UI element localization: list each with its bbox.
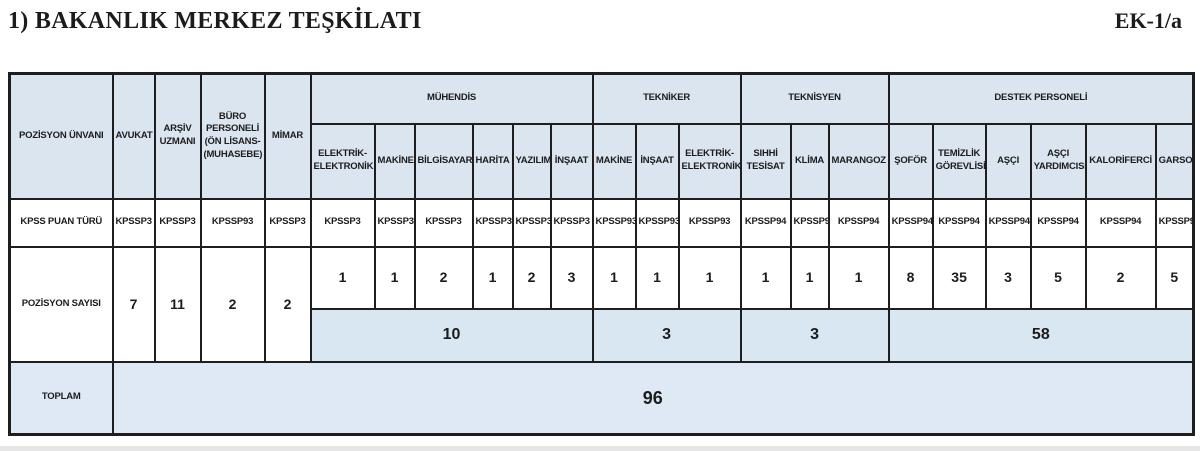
header-mimar: MİMAR: [263, 72, 312, 200]
header-dp-temizlik-gorevlisi: TEMİZLİK GÖREVLİSİ: [931, 122, 987, 200]
kpss-muh-makine: KPSSP3: [373, 197, 416, 248]
kpss-tkn-sihhi-tesisat: KPSSP94: [739, 197, 792, 248]
subtotal-destek-personeli: 58: [887, 307, 1195, 363]
header-tek-makine: MAKİNE: [591, 122, 637, 200]
kpss-dp-asci: KPSSP94: [984, 197, 1032, 248]
row-label-pozisyon-sayisi: POZİSYON SAYISI: [8, 245, 114, 363]
header-dp-sofor: ŞOFÖR: [887, 122, 934, 200]
header-muh-makine: MAKİNE: [373, 122, 416, 200]
header-avukat: AVUKAT: [111, 72, 156, 200]
count-avukat: 7: [111, 245, 156, 363]
header-muh-elektrik-elektronik: ELEKTRİK-ELEKTRONİK: [309, 122, 376, 200]
kpss-tkn-klima: KPSSP94: [789, 197, 830, 248]
kpss-muh-bilgisayar: KPSSP3: [413, 197, 474, 248]
group-header-muhendis: MÜHENDİS: [309, 72, 594, 125]
count-dp-asci: 3: [984, 245, 1032, 310]
count-buro-personeli: 2: [199, 245, 266, 363]
kpss-mimar: KPSSP3: [263, 197, 312, 248]
kpss-tek-makine: KPSSP93: [591, 197, 637, 248]
count-tek-elektrik-elektronik: 1: [677, 245, 742, 310]
header-buro-personeli: BÜRO PERSONELİ (ÖN LİSANS- (MUHASEBE): [199, 72, 266, 200]
row-label-kpss-puan-turu: KPSS PUAN TÜRÜ: [8, 197, 114, 248]
count-dp-sofor: 8: [887, 245, 934, 310]
count-muh-makine: 1: [373, 245, 416, 310]
row-label-toplam: TOPLAM: [8, 360, 114, 436]
kpss-dp-sofor: KPSSP94: [887, 197, 934, 248]
kpss-dp-garson: KPSSP94: [1154, 197, 1195, 248]
kpss-buro-personeli: KPSSP93: [199, 197, 266, 248]
count-dp-kaloriferci: 2: [1084, 245, 1157, 310]
kpss-muh-harita: KPSSP3: [471, 197, 514, 248]
header-muh-harita: HARİTA: [471, 122, 514, 200]
count-tkn-marangoz: 1: [827, 245, 890, 310]
header-dp-garson: GARSON: [1154, 122, 1195, 200]
header-tek-elektrik-elektronik: ELEKTRİK-ELEKTRONİK: [677, 122, 742, 200]
count-muh-harita: 1: [471, 245, 514, 310]
count-tek-insaat: 1: [634, 245, 680, 310]
group-header-teknisyen: TEKNİSYEN: [739, 72, 890, 125]
kpss-dp-asci-yardimcisi: KPSSP94: [1029, 197, 1087, 248]
group-header-tekniker: TEKNİKER: [591, 72, 742, 125]
header-tkn-sihhi-tesisat: SIHHİ TESİSAT: [739, 122, 792, 200]
header-tek-insaat: İNŞAAT: [634, 122, 680, 200]
header-muh-insaat: İNŞAAT: [549, 122, 594, 200]
header-muh-yazilim: YAZILIM: [511, 122, 552, 200]
count-arsiv-uzmani: 11: [153, 245, 202, 363]
kpss-tek-insaat: KPSSP93: [634, 197, 680, 248]
kpss-muh-insaat: KPSSP3: [549, 197, 594, 248]
page-bottom-edge: [0, 446, 1200, 451]
count-mimar: 2: [263, 245, 312, 363]
subtotal-muhendis: 10: [309, 307, 594, 363]
count-dp-garson: 5: [1154, 245, 1195, 310]
count-tkn-klima: 1: [789, 245, 830, 310]
count-muh-bilgisayar: 2: [413, 245, 474, 310]
kpss-tek-elektrik-elektronik: KPSSP93: [677, 197, 742, 248]
kpss-dp-temizlik-gorevlisi: KPSSP94: [931, 197, 987, 248]
kpss-muh-yazilim: KPSSP3: [511, 197, 552, 248]
kpss-dp-kaloriferci: KPSSP94: [1084, 197, 1157, 248]
kpss-arsiv-uzmani: KPSSP3: [153, 197, 202, 248]
header-tkn-marangoz: MARANGOZ: [827, 122, 890, 200]
kpss-avukat: KPSSP3: [111, 197, 156, 248]
header-dp-asci: AŞÇI: [984, 122, 1032, 200]
count-tkn-sihhi-tesisat: 1: [739, 245, 792, 310]
header-muh-bilgisayar: BİLGİSAYAR: [413, 122, 474, 200]
doc-ref-label: EK-1/a: [1114, 8, 1182, 33]
header-tkn-klima: KLİMA: [789, 122, 830, 200]
page-title: 1) BAKANLIK MERKEZ TEŞKİLATI: [8, 8, 422, 34]
kpss-muh-elektrik-elektronik: KPSSP3: [309, 197, 376, 248]
count-muh-elektrik-elektronik: 1: [309, 245, 376, 310]
header-dp-kaloriferci: KALORİFERCİ: [1084, 122, 1157, 200]
kpss-tkn-marangoz: KPSSP94: [827, 197, 890, 248]
subtotal-teknisyen: 3: [739, 307, 890, 363]
header-position-title: POZİSYON ÜNVANI: [8, 72, 114, 200]
count-muh-insaat: 3: [549, 245, 594, 310]
header-arsiv-uzmani: ARŞİV UZMANI: [153, 72, 202, 200]
count-muh-yazilim: 2: [511, 245, 552, 310]
count-tek-makine: 1: [591, 245, 637, 310]
header-dp-asci-yardimcisi: AŞÇI YARDIMCISI: [1029, 122, 1087, 200]
count-dp-asci-yardimcisi: 5: [1029, 245, 1087, 310]
title-bar: 1) BAKANLIK MERKEZ TEŞKİLATI EK-1/a: [0, 0, 1200, 35]
staffing-table: POZİSYON ÜNVANI AVUKAT ARŞİV UZMANI BÜRO…: [8, 72, 1196, 436]
count-dp-temizlik-gorevlisi: 35: [931, 245, 987, 310]
grand-total-value: 96: [111, 360, 1195, 436]
group-header-destek-personeli: DESTEK PERSONELİ: [887, 72, 1195, 125]
subtotal-tekniker: 3: [591, 307, 742, 363]
